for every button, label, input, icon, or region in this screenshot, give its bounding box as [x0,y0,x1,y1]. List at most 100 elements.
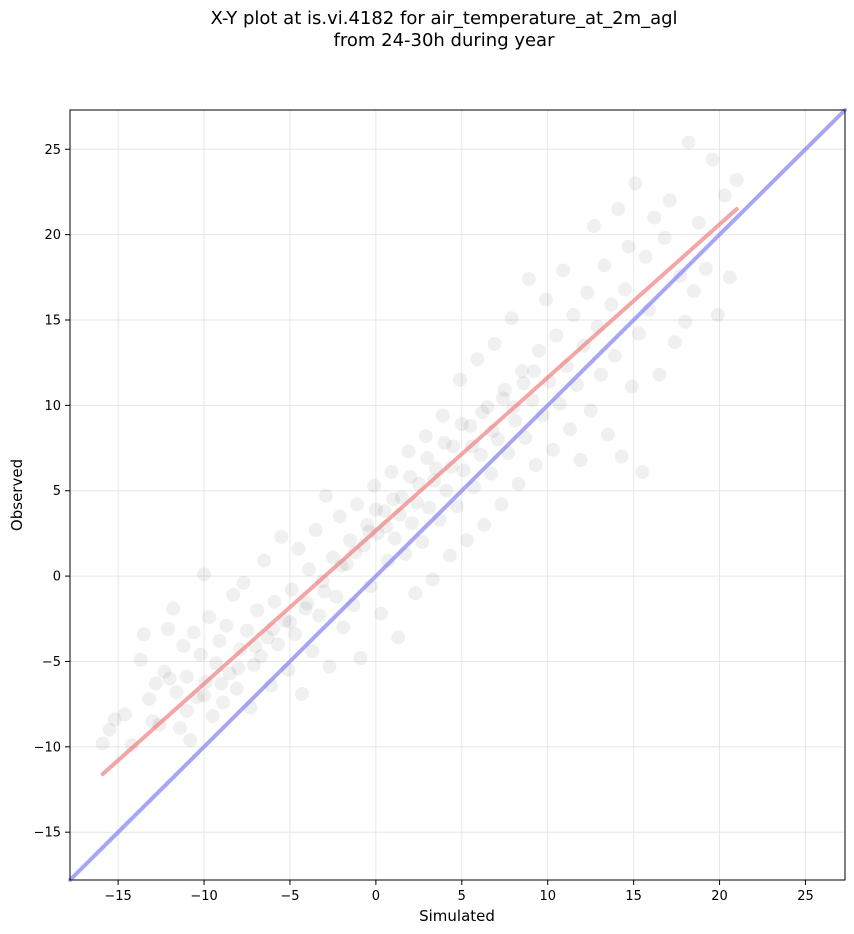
scatter-point [380,553,395,568]
scatter-point [107,712,122,727]
scatter-point [282,615,297,630]
scatter-point [549,328,564,343]
scatter-point [618,282,633,297]
scatter-point [162,671,177,686]
scatter-point [305,644,320,659]
scatter-point [446,439,461,454]
chart-title: X-Y plot at is.vi.4182 for air_temperatu… [0,8,854,52]
scatter-point [521,272,536,287]
scatter-point [556,263,571,278]
scatter-point [231,661,246,676]
scatter-point [308,523,323,537]
scatter-point [444,459,459,474]
scatter-point [214,676,229,691]
y-tick-label: −15 [34,826,61,841]
scatter-point [226,587,241,602]
scatter-point [552,396,567,411]
scatter-point [394,490,409,505]
scatter-point [353,651,368,666]
scatter-point [597,258,612,273]
scatter-point [179,669,194,684]
scatter-point [621,239,636,254]
scatter-point [484,466,499,481]
scatter-point [193,647,208,662]
scatter-point [336,620,351,635]
scatter-point [439,483,454,498]
scatter-point [291,541,306,556]
scatter-point [678,314,693,329]
scatter-point [348,545,363,560]
y-tick-label: 5 [53,484,61,499]
x-axis-ticks: −15 −10 −5 0 5 10 15 20 25 [104,880,814,904]
chart-title-line-1: X-Y plot at is.vi.4182 for air_temperatu… [210,8,678,29]
scatter-point [117,707,132,722]
scatter-point [587,219,602,234]
identity-line [68,108,847,882]
y-tick-label: 10 [44,399,61,414]
scatter-point [183,733,198,747]
scatter-point [518,430,533,445]
scatter-point [459,533,474,548]
scatter-point [580,285,595,300]
scatter-point [698,261,713,276]
scatter-point [166,601,181,616]
scatter-point [360,517,375,532]
scatter-point [236,575,251,590]
scatter-point [657,231,672,246]
scatter-point [437,435,452,450]
y-tick-label: 25 [44,143,61,158]
scatter-point [300,596,315,611]
scatter-point [463,418,478,433]
scatter-point [435,408,450,423]
y-tick-label: −10 [34,740,61,755]
scatter-point [566,307,581,322]
scatter-point [418,429,433,444]
y-axis-ticks: −15 −10 −5 0 5 10 15 20 25 [34,143,70,841]
scatter-point [729,173,744,187]
scatter-point [391,630,406,645]
scatter-point [169,685,184,700]
scatter-point [490,432,505,447]
scatter-point [722,270,737,285]
scatter-point [186,625,201,640]
scatter-point [95,736,110,751]
scatter-point [386,492,401,507]
scatter-point [384,464,399,479]
scatter-point [274,529,289,544]
scatter-point [545,442,560,457]
scatter-point [497,383,512,397]
scatter-point [160,622,175,637]
scatter-point [614,449,629,464]
x-tick-label: 0 [372,889,380,904]
scatter-point [686,283,701,298]
scatter-point [136,627,151,642]
scatter-point [215,695,230,710]
scatter-point [647,210,662,225]
scatter-point [528,458,543,473]
scatter-point [600,427,615,442]
scatter-point [317,584,332,599]
scatter-point [102,722,117,737]
scatter-point [453,372,468,387]
scatter-point [607,348,622,363]
scatter-point [387,531,402,546]
scatter-point [148,676,163,691]
scatter-point [229,681,244,696]
scatter-point [477,517,492,532]
scatter-point [504,311,519,326]
scatter-point [404,516,419,531]
scatter-point [301,562,316,577]
x-tick-label: 5 [458,889,466,904]
scatter-point [415,534,430,549]
scatter-point [480,400,495,415]
scatter-point [611,202,626,217]
scatter-point [298,601,313,616]
scatter-point [508,413,523,428]
scatter-point [604,297,619,312]
scatter-point [422,500,437,515]
scatter-point [705,152,720,167]
y-tick-label: 15 [44,314,61,329]
y-tick-label: 0 [53,570,61,585]
fit-lines [68,108,847,882]
